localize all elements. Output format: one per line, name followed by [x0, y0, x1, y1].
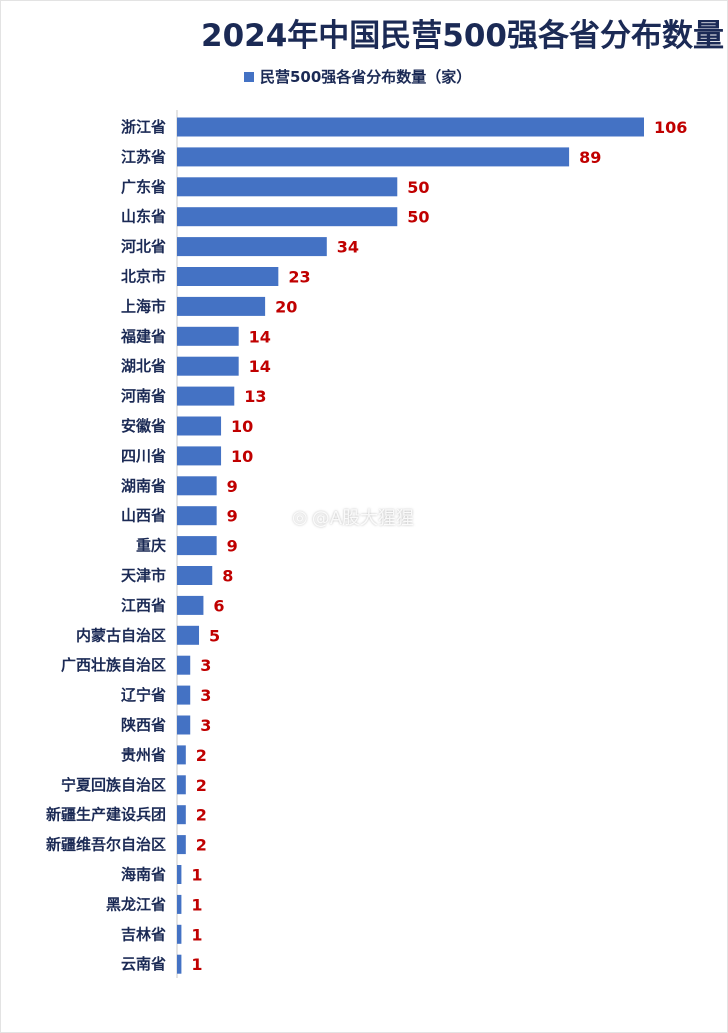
- bar: [177, 685, 191, 705]
- category-label: 湖北省: [121, 357, 166, 375]
- data-label: 3: [200, 656, 211, 675]
- bar: [177, 775, 186, 795]
- category-label: 吉林省: [121, 925, 166, 943]
- category-label: 山东省: [121, 208, 166, 226]
- data-label: 50: [407, 208, 429, 227]
- category-label: 新疆维吾尔自治区: [46, 836, 166, 854]
- category-label: 黑龙江省: [106, 895, 166, 913]
- data-label: 5: [209, 626, 220, 645]
- data-label: 1: [191, 866, 202, 885]
- category-label: 安徽省: [121, 417, 166, 435]
- data-label: 8: [222, 567, 233, 586]
- category-label: 贵州省: [121, 746, 166, 764]
- bar: [177, 476, 217, 496]
- category-label: 江西省: [121, 596, 166, 614]
- bar: [177, 416, 222, 436]
- category-label: 内蒙古自治区: [76, 626, 166, 644]
- bar: [177, 207, 398, 227]
- data-label: 9: [227, 537, 238, 556]
- bar: [177, 237, 327, 257]
- data-label: 20: [275, 297, 297, 316]
- bar: [177, 954, 182, 974]
- category-label: 河北省: [121, 238, 166, 256]
- data-label: 9: [227, 507, 238, 526]
- bar: [177, 296, 266, 316]
- data-label: 1: [191, 895, 202, 914]
- data-label: 34: [337, 238, 359, 257]
- weibo-icon: ◎: [292, 506, 308, 528]
- data-label: 106: [654, 118, 687, 137]
- data-label: 2: [196, 776, 207, 795]
- data-label: 23: [288, 268, 310, 287]
- legend-label: 民营500强各省分布数量（家）: [260, 68, 472, 86]
- bar: [177, 356, 239, 376]
- bar: [177, 267, 279, 286]
- data-label: 10: [231, 447, 253, 466]
- bar: [177, 536, 217, 556]
- bar: [177, 745, 186, 765]
- bar: [177, 715, 191, 735]
- category-label: 湖南省: [121, 477, 166, 495]
- data-label: 2: [196, 746, 207, 765]
- bar: [177, 894, 182, 914]
- category-label: 广东省: [121, 178, 166, 196]
- data-label: 1: [191, 955, 202, 974]
- category-label: 宁夏回族自治区: [61, 776, 166, 794]
- category-label: 广西壮族自治区: [61, 656, 166, 674]
- category-label: 云南省: [121, 955, 166, 973]
- data-label: 1: [191, 925, 202, 944]
- data-label: 13: [244, 387, 266, 406]
- category-label: 江苏省: [121, 148, 166, 166]
- bar: [177, 147, 570, 167]
- category-label: 山西省: [121, 507, 166, 525]
- data-label: 2: [196, 806, 207, 825]
- data-label: 10: [231, 417, 253, 436]
- bar: [177, 177, 398, 197]
- legend: 民营500强各省分布数量（家）: [244, 66, 471, 87]
- data-label: 14: [249, 357, 271, 376]
- data-label: 3: [200, 686, 211, 705]
- bar: [177, 326, 239, 346]
- category-label: 福建省: [120, 327, 166, 345]
- category-label: 四川省: [121, 447, 166, 465]
- bar: [177, 655, 191, 675]
- bar: [177, 446, 222, 466]
- bar: [177, 625, 200, 645]
- data-label: 3: [200, 716, 211, 735]
- watermark-text: @A股大猩猩: [311, 508, 415, 529]
- category-label: 辽宁省: [121, 686, 166, 704]
- category-label: 上海市: [121, 297, 166, 315]
- data-label: 2: [196, 836, 207, 855]
- chart-title: 2024年中国民营500强各省分布数量: [201, 18, 724, 54]
- category-label: 天津市: [121, 567, 166, 585]
- category-label: 重庆: [136, 537, 166, 555]
- bar: [177, 924, 182, 944]
- legend-swatch: [244, 71, 254, 82]
- bar: [177, 595, 204, 615]
- data-label: 9: [227, 477, 238, 496]
- data-label: 6: [213, 596, 224, 615]
- bar: [177, 865, 182, 884]
- watermark: ◎ @A股大猩猩: [292, 504, 414, 530]
- bar: [177, 117, 644, 137]
- category-label: 浙江省: [121, 118, 166, 136]
- bar: [177, 805, 186, 825]
- category-label: 海南省: [121, 866, 166, 884]
- data-label: 14: [249, 327, 271, 346]
- category-label: 北京市: [121, 268, 166, 286]
- bar: [177, 835, 186, 855]
- data-label: 50: [407, 178, 429, 197]
- data-label: 89: [579, 148, 601, 167]
- category-label: 河南省: [121, 387, 166, 405]
- category-label: 陕西省: [121, 716, 166, 734]
- category-label: 新疆生产建设兵团: [46, 806, 166, 824]
- bar: [177, 386, 235, 406]
- bar: [177, 566, 213, 585]
- bar: [177, 506, 217, 526]
